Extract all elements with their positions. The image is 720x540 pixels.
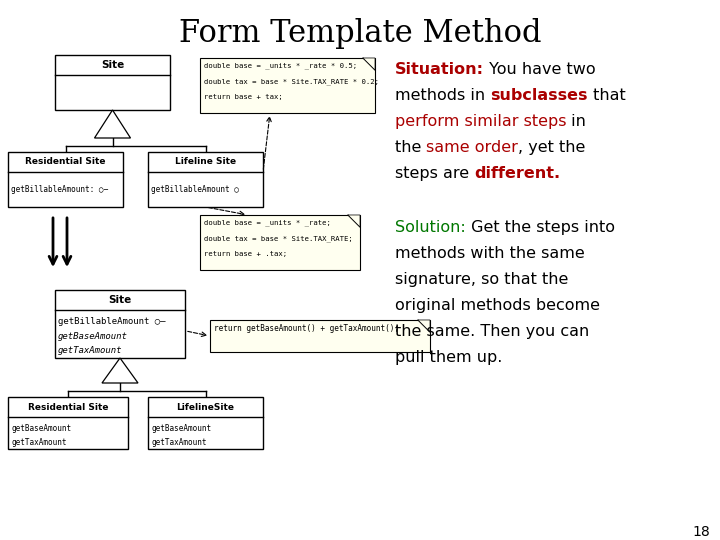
Text: Residential Site: Residential Site [28,402,108,411]
Text: , yet the: , yet the [518,140,586,155]
Text: Residential Site: Residential Site [25,158,106,166]
Text: Get the steps into: Get the steps into [466,220,615,235]
Text: Site: Site [109,295,132,305]
Text: signature, so that the: signature, so that the [395,272,568,287]
Text: getBaseAmount: getBaseAmount [151,424,211,433]
Text: steps are: steps are [395,166,474,181]
Text: different.: different. [474,166,560,181]
Bar [8,397,128,449]
Text: return base + .tax;: return base + .tax; [204,251,287,257]
Bar [148,397,263,449]
Polygon shape [363,58,375,70]
Polygon shape [348,215,360,227]
Text: Solution:: Solution: [395,220,466,235]
Text: double tax = base * Site.TAX_RATE * 0.2;: double tax = base * Site.TAX_RATE * 0.2; [204,78,379,85]
Text: methods in: methods in [395,88,490,103]
Polygon shape [418,320,430,332]
Text: same order: same order [426,140,518,155]
Text: LifelineSite: LifelineSite [176,402,235,411]
Text: the same. Then you can: the same. Then you can [395,324,589,339]
Text: getTaxAmount: getTaxAmount [11,438,66,447]
Text: getBillableAmount ○–: getBillableAmount ○– [58,318,166,326]
Text: getBaseAmount: getBaseAmount [11,424,71,433]
Text: getBillableAmount ○: getBillableAmount ○ [151,185,239,194]
Text: Site: Site [101,60,124,70]
Polygon shape [102,358,138,383]
Text: getBaseAmount: getBaseAmount [58,332,128,341]
Text: the: the [395,140,426,155]
Text: return base + tax;: return base + tax; [204,94,283,100]
Bar [148,152,263,207]
Polygon shape [94,110,130,138]
Text: getBillableAmount: ○–: getBillableAmount: ○– [11,185,108,194]
Text: original methods become: original methods become [395,298,600,313]
Text: subclasses: subclasses [490,88,588,103]
Text: in: in [567,114,586,129]
Text: perform similar steps: perform similar steps [395,114,567,129]
Text: 18: 18 [692,525,710,539]
Text: Lifeline Site: Lifeline Site [175,158,236,166]
Bar [200,58,375,113]
Text: getTaxAmount: getTaxAmount [151,438,207,447]
Text: that: that [588,88,626,103]
Bar [8,152,123,207]
Bar [210,320,430,352]
Bar [55,55,170,110]
Text: pull them up.: pull them up. [395,350,503,365]
Text: double base = _units * _rate;: double base = _units * _rate; [204,219,331,226]
Text: return getBaseAmount() + getTaxAmount();: return getBaseAmount() + getTaxAmount(); [214,324,399,333]
Text: Form Template Method: Form Template Method [179,18,541,49]
Bar [200,215,360,270]
Text: Situation:: Situation: [395,62,484,77]
Text: getTaxAmount: getTaxAmount [58,346,122,355]
Bar [55,290,185,358]
Text: You have two: You have two [484,62,595,77]
Text: double tax = base * Site.TAX_RATE;: double tax = base * Site.TAX_RATE; [204,235,353,241]
Text: double base = _units * _rate * 0.5;: double base = _units * _rate * 0.5; [204,62,357,69]
Text: methods with the same: methods with the same [395,246,585,261]
